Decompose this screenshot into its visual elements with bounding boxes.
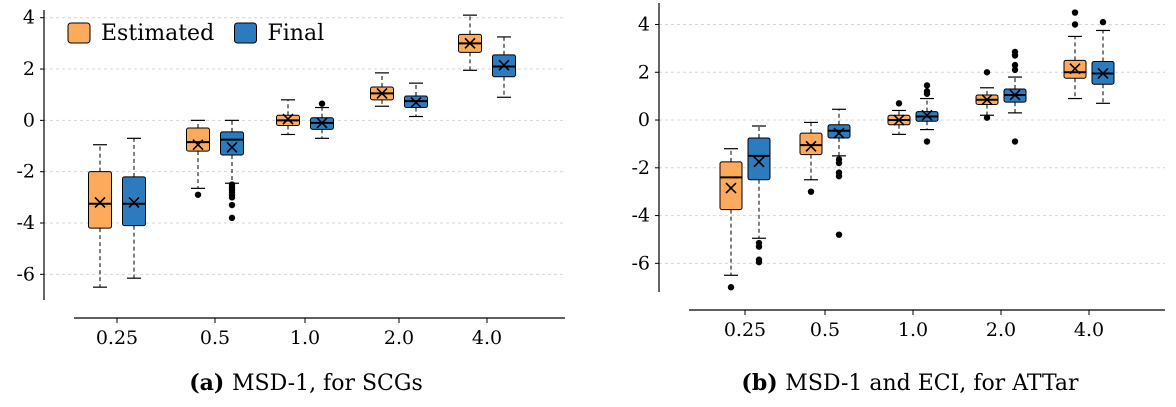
panel-b: 4 2 0 -2 -4 -6 0.25 0.5 1.0 2.0 4.0 (b) MSD-1 and E… (631, 3, 1165, 396)
y-tick-label: 4 (23, 7, 35, 29)
y-tick-label: 0 (23, 109, 35, 131)
outlier-point (755, 258, 763, 266)
x-tick-label: 0.25 (724, 319, 766, 341)
mean-marker (753, 156, 765, 168)
x-tick-label: 0.25 (96, 327, 138, 349)
y-tick-label: 2 (638, 61, 650, 83)
outlier-point (228, 201, 236, 209)
y-tick-label: -2 (631, 157, 650, 179)
box (799, 132, 823, 156)
mean-marker (981, 94, 993, 106)
y-tick-label: -4 (16, 212, 35, 234)
x-tick-label: 1.0 (898, 319, 928, 341)
outlier-point (228, 214, 236, 222)
box (719, 161, 743, 211)
box (220, 131, 244, 156)
legend-swatch (234, 22, 257, 44)
x-tick-label: 0.5 (200, 327, 230, 349)
mean-marker (316, 117, 328, 129)
outlier-point (194, 191, 202, 198)
mean-marker (921, 109, 933, 121)
y-tick-label: 2 (23, 58, 35, 80)
outlier-point (318, 100, 326, 107)
mean-marker (464, 37, 476, 49)
box (88, 171, 112, 229)
caption-text: MSD-1, for SCGs (232, 371, 423, 396)
mean-marker (805, 140, 817, 152)
outlier-point (1099, 18, 1107, 26)
y-tick-label: 4 (638, 13, 650, 35)
outlier-point (895, 100, 903, 107)
panel-caption: (b) MSD-1 and ECI, for ATTar (741, 370, 1079, 396)
legend: Estimated Final (67, 21, 325, 46)
box (186, 127, 210, 152)
mean-marker (893, 114, 905, 126)
x-tick-label: 2.0 (384, 327, 414, 349)
y-tick-label: 0 (638, 109, 650, 131)
x-tick-label: 4.0 (472, 327, 502, 349)
outlier-point (835, 231, 843, 238)
caption-text: MSD-1 and ECI, for ATTar (785, 371, 1079, 396)
outlier-point (835, 159, 843, 167)
outlier-point (923, 88, 931, 95)
y-tick-label: -2 (16, 161, 35, 183)
mean-marker (410, 96, 422, 108)
outlier-point (727, 284, 735, 291)
mean-marker (725, 182, 737, 194)
mean-marker (192, 139, 204, 151)
x-tick-label: 1.0 (290, 327, 320, 349)
mean-marker (1097, 67, 1109, 80)
mean-marker (282, 113, 294, 125)
mean-marker (833, 127, 845, 139)
outlier-point (1071, 9, 1079, 16)
mean-marker (376, 87, 388, 99)
outlier-point (1071, 21, 1079, 28)
y-tick-label: -6 (631, 252, 650, 274)
y-tick-label: -4 (631, 205, 650, 227)
mean-marker (1009, 89, 1021, 101)
mean-marker (498, 59, 510, 71)
mean-marker (94, 196, 106, 209)
caption-tag: (b) (741, 370, 785, 396)
legend-swatch (67, 22, 91, 44)
outlier-point (835, 172, 843, 180)
outlier-point (983, 69, 991, 76)
mean-marker (1069, 63, 1081, 75)
outlier-point (1011, 48, 1019, 56)
mean-marker (226, 141, 238, 153)
outlier-point (755, 243, 763, 250)
outlier-point (228, 194, 236, 201)
legend-label: Estimated (101, 21, 214, 46)
mean-marker (128, 196, 140, 209)
legend-label: Final (268, 21, 325, 46)
outlier-point (1011, 138, 1019, 145)
outlier-point (1011, 61, 1019, 69)
caption-tag: (a) (189, 370, 232, 396)
outlier-point (807, 188, 815, 195)
box (747, 137, 771, 181)
outlier-point (923, 138, 931, 145)
box (122, 176, 146, 227)
x-tick-label: 4.0 (1074, 319, 1104, 341)
panel-caption: (a) MSD-1, for SCGs (189, 370, 422, 396)
outlier-point (983, 114, 991, 121)
x-tick-label: 0.5 (810, 319, 840, 341)
outlier-point (1011, 66, 1019, 74)
y-tick-label: -6 (16, 263, 35, 285)
panel-a: 4 2 0 -2 -4 -6 0.25 0.5 1.0 2.0 4.0 Estimated Final (… (16, 7, 565, 396)
outlier-point (923, 82, 931, 89)
x-tick-label: 2.0 (986, 319, 1016, 341)
